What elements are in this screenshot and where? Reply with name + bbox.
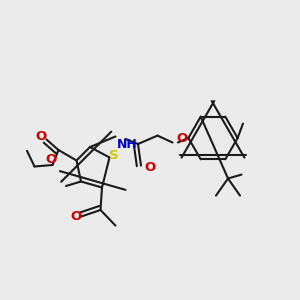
Text: O: O bbox=[35, 130, 47, 143]
Text: S: S bbox=[109, 148, 118, 162]
Text: O: O bbox=[45, 153, 57, 166]
Text: O: O bbox=[176, 132, 187, 146]
Text: O: O bbox=[144, 161, 155, 174]
Text: NH: NH bbox=[116, 138, 137, 151]
Text: O: O bbox=[70, 210, 81, 223]
